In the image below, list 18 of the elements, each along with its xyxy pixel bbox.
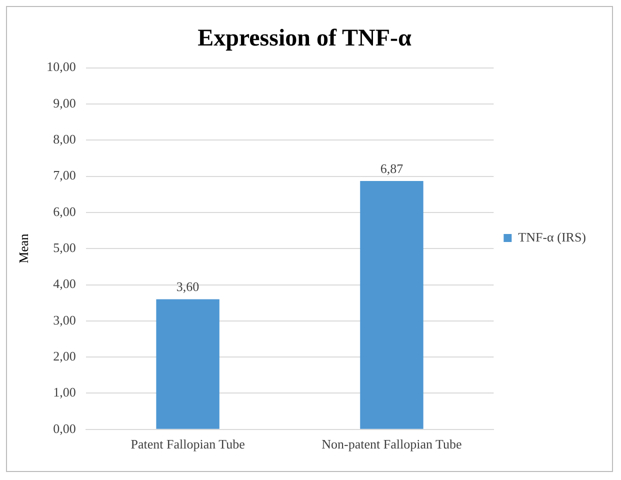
y-tick-label: 4,00: [53, 276, 76, 292]
x-tick-label: Non-patent Fallopian Tube: [322, 436, 462, 452]
y-tick-label: 5,00: [53, 240, 76, 256]
y-tick-label: 3,00: [53, 312, 76, 328]
chart-title: Expression of TNF-α: [198, 26, 412, 52]
y-tick-label: 10,00: [46, 59, 76, 74]
y-tick-label: 1,00: [53, 384, 76, 400]
y-tick-label: 0,00: [53, 420, 76, 436]
legend-label: TNF-α (IRS): [518, 229, 586, 244]
y-tick-label: 9,00: [53, 95, 76, 110]
data-label: 6,87: [380, 160, 404, 176]
data-label: 3,60: [176, 279, 200, 294]
y-tick-label: 8,00: [53, 132, 76, 147]
y-axis-title: Mean: [16, 233, 32, 264]
x-tick-label: Patent Fallopian Tube: [130, 436, 246, 452]
y-tick-label: 7,00: [53, 168, 76, 183]
y-tick-label: 6,00: [53, 204, 76, 219]
y-tick-label: 2,00: [53, 348, 76, 364]
